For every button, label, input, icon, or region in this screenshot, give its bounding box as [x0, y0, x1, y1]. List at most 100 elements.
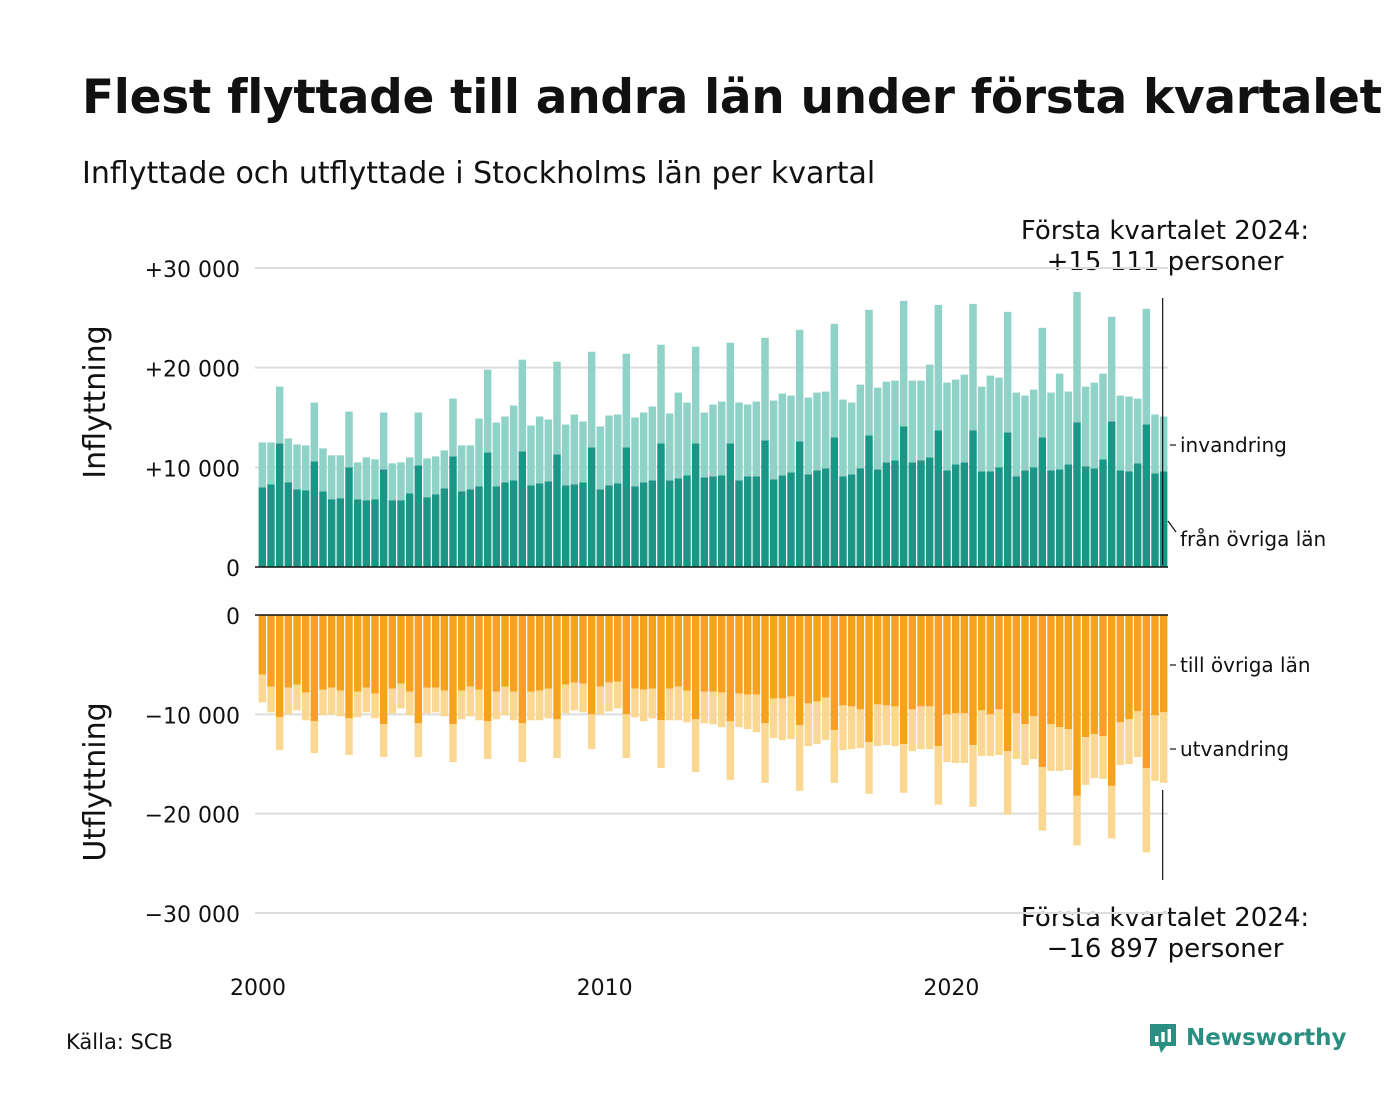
bar-emigration: [631, 688, 639, 718]
bar-domestic-out: [353, 615, 362, 692]
bar-immigration: [1125, 396, 1133, 472]
bar-immigration: [1090, 382, 1099, 469]
bar-emigration: [622, 714, 631, 759]
bar-domestic-out: [969, 615, 977, 746]
bar-emigration: [821, 697, 830, 741]
bar-domestic-in: [388, 500, 397, 567]
bar-emigration: [1107, 785, 1116, 839]
bar-emigration: [1116, 722, 1125, 765]
bar-immigration: [787, 395, 795, 473]
bar-emigration: [986, 714, 995, 757]
x-tick-label: 2010: [577, 976, 633, 1001]
bar-emigration: [319, 689, 327, 716]
bar-domestic-out: [293, 615, 301, 685]
bar-domestic-in: [622, 447, 631, 567]
bar-domestic-out: [414, 615, 423, 724]
bar-domestic-in: [483, 452, 492, 567]
bar-emigration: [371, 693, 379, 719]
y-tick-label-bottom: −30 000: [145, 903, 240, 928]
bar-domestic-out: [1107, 615, 1116, 786]
bar-immigration: [258, 442, 267, 488]
bar-domestic-out: [327, 615, 336, 688]
bar-domestic-out: [821, 615, 830, 698]
bar-domestic-in: [934, 430, 943, 567]
bar-emigration: [995, 709, 1003, 756]
bar-domestic-out: [284, 615, 293, 688]
bar-immigration: [665, 413, 674, 481]
bar-immigration: [960, 374, 969, 463]
bar-emigration: [969, 745, 977, 807]
bar-domestic-out: [1090, 615, 1099, 735]
bar-immigration: [943, 382, 951, 471]
bar-domestic-in: [449, 456, 457, 567]
bar-emigration: [735, 693, 743, 728]
bar-domestic-out: [795, 615, 804, 726]
bar-emigration: [769, 698, 778, 739]
bar-domestic-in: [319, 491, 327, 567]
bar-domestic-out: [379, 615, 388, 725]
brand: Newsworthy: [1148, 1022, 1347, 1054]
bar-emigration: [345, 718, 353, 756]
bar-domestic-out: [1064, 615, 1073, 730]
bar-domestic-in: [1159, 471, 1168, 567]
bar-domestic-out: [778, 615, 787, 699]
bar-domestic-out: [345, 615, 353, 719]
bar-domestic-in: [1047, 470, 1055, 567]
bar-emigration: [761, 723, 769, 783]
bar-domestic-out: [813, 615, 821, 702]
bar-domestic-in: [561, 485, 570, 567]
bar-domestic-out: [925, 615, 934, 707]
page-title: Flest flyttade till andra län under förs…: [82, 70, 1382, 125]
bar-domestic-in: [830, 437, 839, 567]
bar-immigration: [1099, 373, 1107, 460]
bar-immigration: [743, 404, 752, 477]
bar-domestic-out: [449, 615, 457, 725]
bar-domestic-in: [535, 483, 544, 567]
top-callout-line1: Första kvartalet 2024:: [1020, 216, 1310, 246]
bar-emigration: [1029, 716, 1038, 760]
bar-domestic-out: [977, 615, 986, 711]
bar-emigration: [1064, 729, 1073, 770]
bar-emigration: [423, 687, 431, 714]
end-label-domestic-in: från övriga län: [1180, 527, 1326, 551]
bar-domestic-in: [405, 493, 414, 567]
bar-immigration: [1003, 311, 1012, 433]
bar-domestic-in: [596, 489, 605, 567]
bar-domestic-in: [648, 480, 657, 567]
bar-emigration: [535, 690, 544, 721]
bar-emigration: [310, 721, 319, 754]
bar-immigration: [1064, 391, 1073, 465]
bar-immigration: [544, 419, 553, 482]
bar-emigration: [743, 694, 752, 730]
bar-domestic-in: [969, 430, 977, 567]
bar-immigration: [1142, 308, 1151, 425]
bar-domestic-out: [535, 615, 544, 691]
bar-emigration: [717, 692, 726, 728]
bar-domestic-in: [492, 486, 501, 567]
bar-domestic-out: [579, 615, 587, 684]
bar-immigration: [977, 386, 986, 472]
bar-emigration: [613, 681, 622, 709]
bar-domestic-out: [1012, 615, 1021, 714]
bar-immigration: [1021, 395, 1029, 471]
bar-immigration: [579, 421, 587, 483]
y-tick-label-top: +20 000: [145, 358, 240, 383]
bar-domestic-in: [1003, 432, 1012, 567]
bar-emigration: [726, 721, 735, 780]
bar-immigration: [683, 402, 691, 476]
bar-immigration: [839, 399, 847, 477]
source-note: Källa: SCB: [66, 1030, 173, 1054]
bar-immigration: [501, 416, 509, 483]
bar-domestic-in: [917, 460, 925, 567]
bar-emigration: [1012, 713, 1021, 760]
bar-domestic-in: [336, 498, 345, 567]
bar-immigration: [293, 444, 301, 490]
bar-domestic-out: [769, 615, 778, 699]
bar-domestic-in: [466, 489, 475, 567]
bar-immigration: [917, 380, 925, 461]
bar-emigration: [882, 705, 891, 746]
bar-immigration: [1159, 416, 1168, 472]
bar-immigration: [1116, 395, 1125, 471]
bar-domestic-in: [345, 467, 353, 567]
bar-immigration: [1047, 392, 1055, 471]
